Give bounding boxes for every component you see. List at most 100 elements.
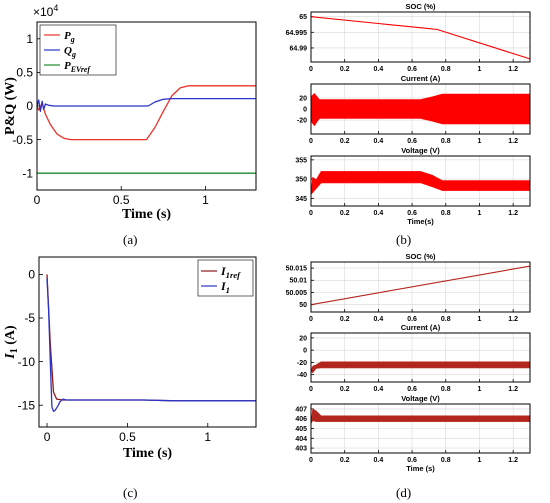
d-sub1-xtick-label: 1: [478, 316, 482, 323]
b-sub3-xtick-label: 0.6: [407, 210, 417, 217]
b-sub1-ytick-label: 65: [299, 14, 307, 21]
d-sub2-xtick-label: 0.4: [374, 386, 384, 393]
d-sub2-title: Current (A): [401, 323, 441, 332]
c-xlabel: Time (s): [123, 446, 172, 461]
b-sub2-xtick-label: 0.6: [407, 138, 417, 145]
d-sub3-ytick-label: 404: [295, 436, 307, 443]
d-sub3-xtick-label: 0.6: [407, 457, 417, 464]
b-sub2-xtick-label: 1.2: [508, 138, 518, 145]
b-sub1-ytick-label: 64.99: [289, 45, 307, 52]
b-sub1-xtick-label: 0.4: [374, 66, 384, 73]
d-sub3-xtick-label: 1.2: [508, 457, 518, 464]
caption-c: (c): [123, 485, 138, 500]
d-sub1-xtick-label: 0.6: [407, 316, 417, 323]
d-sub3-axes-frame: [310, 403, 531, 454]
b-sub3-xlabel: Time(s): [407, 217, 434, 226]
d-sub3-ytick-label: 407: [295, 406, 307, 413]
c-ylabel: I1 (A): [3, 325, 20, 360]
b-sub3-ytick-label: 345: [295, 196, 307, 203]
d-sub1-xtick-label: 1.2: [508, 316, 518, 323]
d-sub3-xtick-label: 1: [478, 457, 482, 464]
d-sub1-plot-area: [311, 262, 530, 312]
d-sub1-series-line: [310, 265, 531, 306]
caption-a: (a): [123, 232, 138, 247]
a-series-Pg: [36, 85, 256, 141]
b-sub1-axes-frame: [310, 11, 531, 63]
b-sub3-xtick-label: 0.2: [340, 210, 350, 217]
b-sub1-xtick-label: 1.2: [508, 66, 518, 73]
b-sub1-xtick-label: 0.2: [340, 66, 350, 73]
c-series-I1: [46, 278, 256, 412]
c-ytick-label: -5: [24, 311, 35, 325]
c-xtick-label: 0: [44, 430, 51, 444]
caption-b: (b): [396, 232, 412, 247]
caption-d: (d): [396, 485, 412, 500]
d-sub3-ytick-label: 403: [295, 446, 307, 453]
b-sub3-ytick-label: 355: [295, 157, 307, 164]
a-ytick-label: 1: [26, 32, 33, 46]
a-ytick-label: -1: [22, 166, 33, 180]
d-sub2-ytick-label: 0: [303, 348, 307, 355]
a-xlabel: Time (s): [122, 207, 171, 222]
d-sub2-xtick-label: 0.8: [441, 386, 451, 393]
d-sub2-xtick-label: 0: [309, 386, 313, 393]
b-sub2-xtick-label: 0.8: [441, 138, 451, 145]
a-ytick-label: 0.5: [16, 66, 33, 80]
b-sub2-xtick-label: 0.4: [374, 138, 384, 145]
b-sub2-xtick-label: 1: [478, 138, 482, 145]
d-sub2-plot-area: [311, 333, 530, 382]
b-sub1-xtick-label: 0.6: [407, 66, 417, 73]
b-sub2-ytick-label: 20: [299, 95, 307, 102]
a-series-Qg: [36, 97, 256, 113]
a-ytick-label: 0: [26, 99, 33, 113]
a-legend-Pg-label: Pg: [64, 30, 75, 44]
d-sub1-ytick-label: 50.015: [286, 266, 308, 273]
a-legend-PEVref-label: PEVref: [64, 60, 91, 74]
a-ytick-label: -0.5: [12, 133, 33, 147]
b-sub1-series-line: [310, 16, 531, 60]
b-sub3-xtick-label: 0.4: [374, 210, 384, 217]
d-sub1-ytick-label: 50.01: [289, 278, 307, 285]
c-xtick-label: 0.5: [119, 430, 136, 444]
b-sub3-ytick-label: 350: [295, 177, 307, 184]
c-axes-frame: [38, 256, 257, 428]
c-ytick-label: -10: [18, 355, 36, 369]
d-sub1-ytick-label: 50.005: [286, 290, 308, 297]
b-sub2-xtick-label: 0: [309, 138, 313, 145]
b-sub1-xtick-label: 1: [478, 66, 482, 73]
d-sub1-ytick-label: 50: [299, 302, 307, 309]
b-sub2-ytick-label: 0: [303, 106, 307, 113]
d-sub2-ytick-label: -40: [297, 372, 307, 379]
c-ytick-label: 0: [28, 268, 35, 282]
d-sub2-xtick-label: 1: [478, 386, 482, 393]
b-sub2-axes-frame: [310, 83, 531, 135]
d-sub3-ytick-label: 405: [295, 426, 307, 433]
b-sub1-xtick-label: 0.8: [441, 66, 451, 73]
b-sub1-xtick-label: 0: [309, 66, 313, 73]
d-sub2-ytick-label: -20: [297, 360, 307, 367]
d-sub2-xtick-label: 0.6: [407, 386, 417, 393]
b-sub3-xtick-label: 0: [309, 210, 313, 217]
d-sub3-xtick-label: 0.2: [340, 457, 350, 464]
d-sub2-ytick-label: 20: [299, 335, 307, 342]
b-sub2-ytick-label: -20: [297, 118, 307, 125]
d-sub1-xtick-label: 0: [309, 316, 313, 323]
c-xtick-label: 1: [204, 430, 211, 444]
d-sub1-xtick-label: 0.4: [374, 316, 384, 323]
a-multiplier: ×104: [33, 3, 58, 19]
b-sub3-xtick-label: 0.8: [441, 210, 451, 217]
d-sub3-xtick-label: 0.4: [374, 457, 384, 464]
b-sub3-xtick-label: 1.2: [508, 210, 518, 217]
b-sub2-title: Current (A): [401, 74, 441, 83]
c-ytick-label: -15: [18, 398, 36, 412]
d-sub2-axes-frame: [310, 332, 531, 383]
d-sub3-xtick-label: 0.8: [441, 457, 451, 464]
d-sub1-xtick-label: 0.2: [340, 316, 350, 323]
a-xtick-label: 0.5: [113, 193, 130, 207]
b-sub3-axes-frame: [310, 155, 531, 207]
d-sub3-xlabel: Time (s): [406, 464, 435, 473]
b-sub2-xtick-label: 0.2: [340, 138, 350, 145]
d-sub3-title: Voltage (V): [401, 394, 440, 403]
d-sub2-xtick-label: 0.2: [340, 386, 350, 393]
